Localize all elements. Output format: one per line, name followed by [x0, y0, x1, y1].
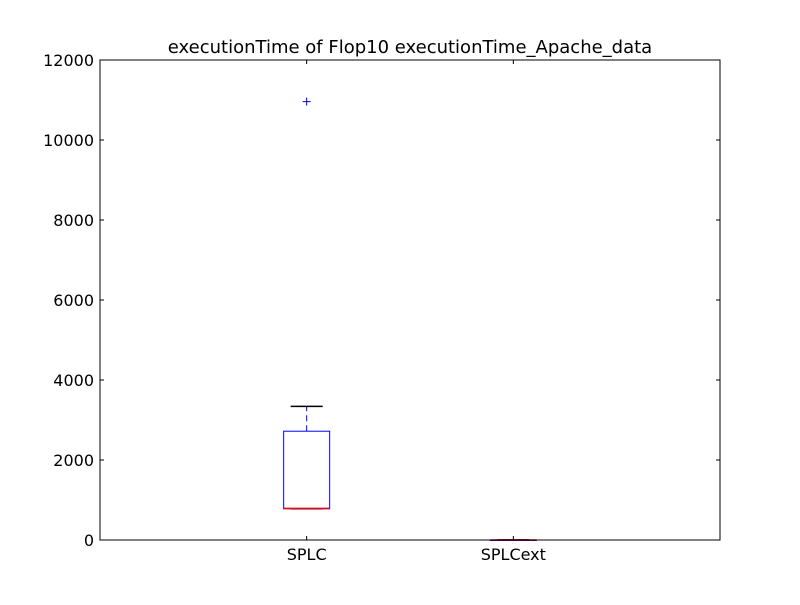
- box-group: [283, 97, 331, 510]
- y-tick-label: 0: [84, 531, 94, 550]
- outlier-marker: [302, 97, 311, 106]
- y-tick-label: 6000: [53, 291, 94, 310]
- box-iqr: [283, 430, 331, 510]
- chart-title: executionTime of Flop10 executionTime_Ap…: [168, 37, 652, 58]
- plot-area-frame: [99, 59, 721, 541]
- y-tick-label: 4000: [53, 371, 94, 390]
- x-tick-label: SPLCext: [481, 545, 546, 564]
- y-tick-label: 8000: [53, 211, 94, 230]
- box-plot-series: [283, 97, 537, 541]
- y-tick-label: 2000: [53, 451, 94, 470]
- y-tick-label: 10000: [43, 131, 94, 150]
- y-tick-label: 12000: [43, 51, 94, 70]
- axis-ticks: 0 2000 4000 6000 8000 10000 12000 SPLC SPLCext: [43, 51, 720, 564]
- x-tick-label: SPLC: [287, 545, 327, 564]
